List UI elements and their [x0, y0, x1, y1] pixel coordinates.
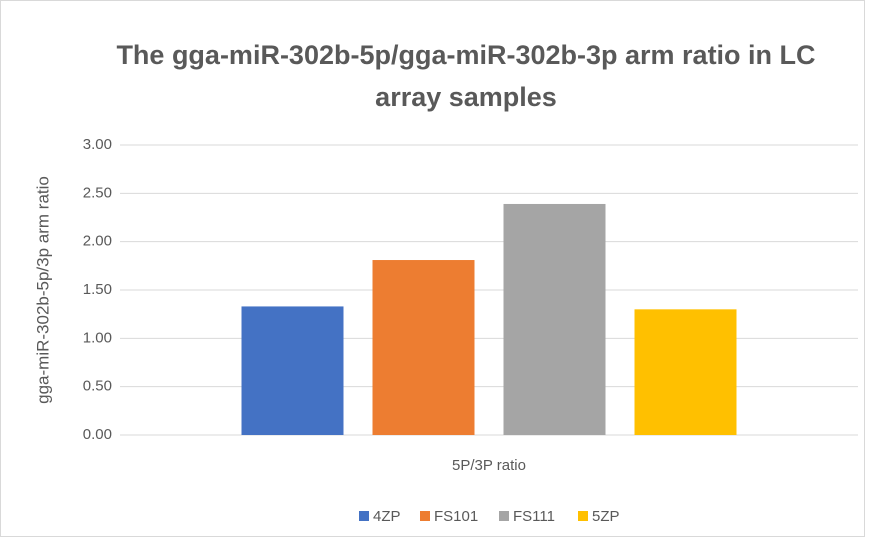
legend-swatch [499, 511, 509, 521]
x-tick-label: 5P/3P ratio [452, 457, 526, 474]
bar [241, 306, 344, 435]
legend-label: FS111 [513, 508, 555, 525]
y-axis-title: gga-miR-302b-5p/3p arm ratio [33, 176, 52, 404]
legend-label: FS101 [434, 508, 478, 525]
legend-label: 5ZP [592, 508, 620, 525]
y-tick-label: 1.50 [83, 281, 112, 298]
y-tick-label: 2.00 [83, 233, 112, 250]
legend-swatch [578, 511, 588, 521]
bar [503, 203, 606, 435]
legend-swatch [359, 511, 369, 521]
y-tick-label: 2.50 [83, 184, 112, 201]
bar [372, 260, 475, 435]
y-tick-label: 0.00 [83, 426, 112, 443]
y-tick-label: 3.00 [83, 136, 112, 153]
y-tick-label: 0.50 [83, 378, 112, 395]
chart-title: The gga-miR-302b-5p/gga-miR-302b-3p arm … [116, 40, 816, 112]
y-tick-label: 1.00 [83, 329, 112, 346]
legend-label: 4ZP [373, 508, 401, 525]
bar [634, 309, 737, 435]
legend-swatch [420, 511, 430, 521]
